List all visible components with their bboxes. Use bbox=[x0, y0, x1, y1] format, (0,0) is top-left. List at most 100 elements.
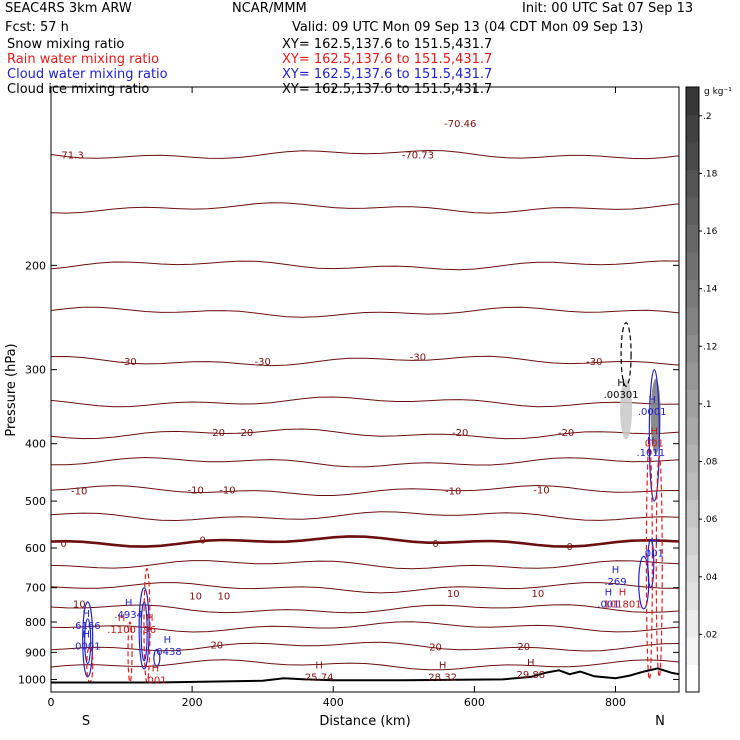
colorbar-frame bbox=[685, 86, 700, 693]
high-value-label: .269 bbox=[604, 577, 626, 588]
colorbar-tick-label: .06 bbox=[703, 515, 718, 525]
y-tick-label: 400 bbox=[25, 438, 46, 451]
high-marker: H bbox=[651, 536, 659, 547]
colorbar-swatch bbox=[686, 527, 699, 555]
high-marker: H bbox=[146, 613, 154, 624]
colorbar-swatch bbox=[686, 87, 699, 115]
high-marker: H bbox=[605, 588, 613, 599]
contour-label: -30 bbox=[586, 357, 602, 368]
high-marker: H bbox=[647, 436, 655, 447]
x-axis-label: Distance (km) bbox=[319, 714, 410, 729]
high-marker: H bbox=[651, 426, 659, 437]
isotherm-line bbox=[50, 484, 680, 496]
colorbar-swatch bbox=[686, 334, 699, 363]
high-marker: H bbox=[619, 588, 627, 599]
terrain-line bbox=[51, 667, 680, 684]
colorbar-swatch bbox=[686, 142, 699, 170]
high-value-label: .001 bbox=[597, 600, 619, 611]
contour-label: -30 bbox=[120, 357, 136, 368]
high-value-label: .1100 bbox=[107, 625, 136, 636]
y-axis-label: Pressure (hPa) bbox=[4, 343, 19, 436]
high-marker: H bbox=[152, 663, 160, 674]
high-value-label: 001 bbox=[645, 438, 664, 449]
colorbar-tick-label: .08 bbox=[703, 458, 718, 468]
colorbar-swatch bbox=[686, 169, 699, 198]
x-start-label: S bbox=[82, 714, 90, 729]
high-value-label: 28.32 bbox=[428, 672, 457, 683]
colorbar-swatch bbox=[686, 444, 699, 473]
y-tick-label: 200 bbox=[25, 259, 46, 272]
terrain-line bbox=[51, 667, 680, 684]
isotherm-line bbox=[50, 355, 680, 367]
y-tick-label: 500 bbox=[25, 495, 46, 508]
isotherm-line bbox=[50, 604, 680, 614]
field-xy: XY= 162.5,137.6 to 151.5,431.7 bbox=[282, 37, 492, 52]
field-name: Cloud ice mixing ratio bbox=[7, 82, 149, 97]
colorbar-swatch bbox=[686, 609, 699, 638]
colorbar-tick-label: .02 bbox=[703, 630, 717, 640]
high-marker: H bbox=[83, 629, 91, 640]
colorbar-swatch bbox=[686, 582, 699, 610]
high-value-label: 001 bbox=[645, 548, 664, 559]
high-value-label: .1011 bbox=[636, 448, 665, 459]
high-value-label: .0001 bbox=[72, 641, 101, 652]
contour-label: -20 bbox=[558, 428, 574, 439]
extreme-label: -70.46 bbox=[444, 119, 476, 130]
rain-water-contour bbox=[655, 455, 663, 678]
colorbar-tick-label: .14 bbox=[703, 285, 718, 295]
contour-label: 0 bbox=[61, 539, 67, 550]
valid-time: Valid: 09 UTC Mon 09 Sep 13 (04 CDT Mon … bbox=[292, 20, 643, 35]
high-marker: H bbox=[83, 609, 91, 620]
forecast-hour: Fcst: 57 h bbox=[5, 20, 69, 35]
high-value-label: 25.74 bbox=[305, 672, 334, 683]
high-marker: H bbox=[315, 660, 323, 671]
contour-label: 20 bbox=[429, 643, 442, 654]
contour-label: -10 bbox=[533, 486, 549, 497]
high-marker: H bbox=[527, 658, 535, 669]
high-marker: H bbox=[164, 635, 172, 646]
colorbar-swatch bbox=[686, 554, 699, 583]
x-tick-label: 200 bbox=[182, 696, 203, 709]
colorbar-swatch bbox=[686, 114, 699, 143]
colorbar-swatch bbox=[686, 279, 699, 308]
y-tick-label: 700 bbox=[25, 582, 46, 595]
isotherm-line bbox=[50, 582, 679, 594]
high-value-label: .00301 bbox=[604, 390, 639, 401]
x-tick-label: 800 bbox=[605, 696, 626, 709]
colorbar-swatch bbox=[686, 197, 699, 225]
field-name: Rain water mixing ratio bbox=[7, 52, 159, 67]
contour-label: -20 bbox=[452, 428, 468, 439]
contour-label: 0 bbox=[432, 539, 438, 550]
y-tick-label: 800 bbox=[25, 616, 46, 629]
colorbar-swatch bbox=[686, 389, 699, 418]
high-value-label: .0438 bbox=[153, 647, 182, 658]
org-label: NCAR/MMM bbox=[232, 1, 307, 16]
isotherm-line bbox=[50, 456, 680, 468]
contour-label: 20 bbox=[517, 642, 530, 653]
isotherm-line bbox=[50, 202, 680, 214]
contour-label: 20 bbox=[210, 641, 223, 652]
high-value-label: .0001 bbox=[638, 407, 667, 418]
high-marker: H bbox=[439, 660, 447, 671]
isotherm-line bbox=[50, 260, 680, 271]
init-time: Init: 00 UTC Sat 07 Sep 13 bbox=[522, 1, 693, 16]
rain-water-contour bbox=[645, 443, 653, 681]
temperature-contours bbox=[50, 149, 680, 671]
y-tick-label: 1000 bbox=[18, 673, 46, 686]
high-marker: H bbox=[617, 378, 625, 389]
cloud-water-contour bbox=[84, 618, 92, 665]
field-name: Cloud water mixing ratio bbox=[7, 67, 168, 82]
high-value-label: 101801 bbox=[603, 600, 641, 611]
cloud-water-contour bbox=[153, 648, 161, 667]
high-value-label: 96 bbox=[143, 625, 156, 636]
colorbar-tick-label: .1 bbox=[703, 400, 712, 410]
colorbar-swatch bbox=[686, 362, 699, 390]
colorbar-swatch bbox=[686, 499, 699, 528]
contour-label: 10 bbox=[189, 592, 202, 603]
contour-label: 0 bbox=[200, 535, 206, 546]
contour-label: -10 bbox=[187, 486, 203, 497]
high-value-label: .6166 bbox=[72, 621, 101, 632]
y-tick-label: 900 bbox=[25, 646, 46, 659]
high-marker: H bbox=[648, 395, 656, 406]
